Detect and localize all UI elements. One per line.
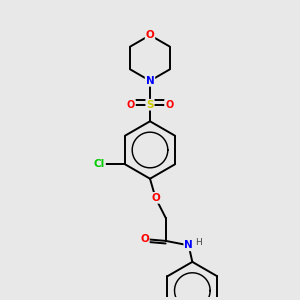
Text: H: H: [196, 238, 202, 247]
Text: N: N: [184, 240, 193, 250]
Text: N: N: [146, 76, 154, 86]
Text: O: O: [151, 193, 160, 203]
Text: S: S: [146, 100, 154, 110]
Text: O: O: [165, 100, 173, 110]
Text: O: O: [146, 30, 154, 40]
Text: Cl: Cl: [94, 159, 105, 170]
Text: O: O: [140, 234, 149, 244]
Text: O: O: [127, 100, 135, 110]
